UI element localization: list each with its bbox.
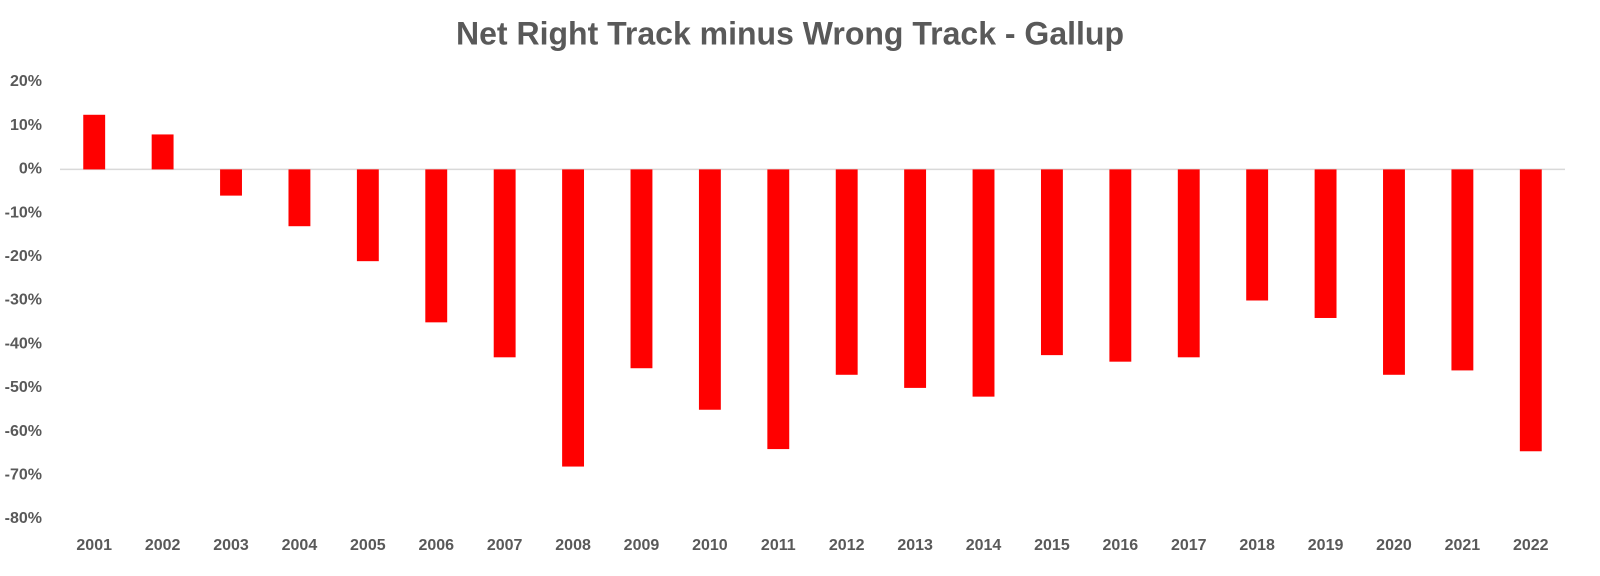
x-tick-label: 2002: [145, 537, 181, 554]
x-tick-label: 2009: [624, 537, 660, 554]
x-tick-label: 2021: [1445, 537, 1481, 554]
y-tick-label: 10%: [10, 117, 42, 134]
y-tick-label: -20%: [5, 248, 42, 265]
bar: [767, 169, 790, 450]
x-tick-label: 2016: [1103, 537, 1139, 554]
x-tick-label: 2010: [692, 537, 728, 554]
bar: [562, 169, 585, 467]
bar: [1246, 169, 1269, 301]
bar: [972, 169, 995, 397]
bar: [493, 169, 516, 358]
bar: [1109, 169, 1132, 362]
bar: [1519, 169, 1542, 452]
bar: [220, 169, 242, 196]
bar: [1314, 169, 1337, 318]
x-tick-label: 2011: [761, 537, 796, 554]
x-tick-label: 2008: [555, 537, 591, 554]
y-tick-label: 0%: [19, 161, 42, 178]
y-tick-label: -60%: [5, 423, 42, 440]
x-tick-label: 2022: [1513, 537, 1549, 554]
bar: [698, 169, 721, 410]
x-tick-label: 2006: [418, 537, 454, 554]
bar: [356, 169, 379, 262]
x-tick-label: 2013: [897, 537, 933, 554]
chart-title: Net Right Track minus Wrong Track - Gall…: [456, 15, 1124, 51]
bar: [904, 169, 927, 388]
x-tick-label: 2004: [282, 537, 318, 554]
y-tick-label: -40%: [5, 335, 42, 352]
bar: [835, 169, 858, 375]
bar: [1383, 169, 1405, 375]
bar: [288, 169, 311, 227]
x-tick-label: 2017: [1171, 537, 1207, 554]
y-tick-label: -70%: [5, 467, 42, 484]
x-tick-label: 2003: [213, 537, 249, 554]
y-tick-label: -50%: [5, 379, 42, 396]
x-tick-label: 2005: [350, 537, 386, 554]
bar: [1177, 169, 1200, 358]
x-tick-label: 2001: [76, 537, 112, 554]
x-tick-label: 2012: [829, 537, 865, 554]
bar: [425, 169, 448, 323]
y-tick-label: -10%: [5, 204, 42, 221]
y-tick-label: 20%: [10, 73, 42, 90]
x-tick-label: 2015: [1034, 537, 1070, 554]
x-tick-label: 2007: [487, 537, 523, 554]
bar: [630, 169, 653, 369]
bar: [151, 134, 174, 170]
y-tick-label: -80%: [5, 510, 42, 527]
y-tick-label: -30%: [5, 292, 42, 309]
x-tick-label: 2019: [1308, 537, 1344, 554]
bar: [83, 114, 106, 170]
bar: [1451, 169, 1474, 371]
x-tick-label: 2014: [966, 537, 1002, 554]
bar: [1040, 169, 1063, 356]
x-tick-label: 2018: [1239, 537, 1275, 554]
x-tick-label: 2020: [1376, 537, 1412, 554]
